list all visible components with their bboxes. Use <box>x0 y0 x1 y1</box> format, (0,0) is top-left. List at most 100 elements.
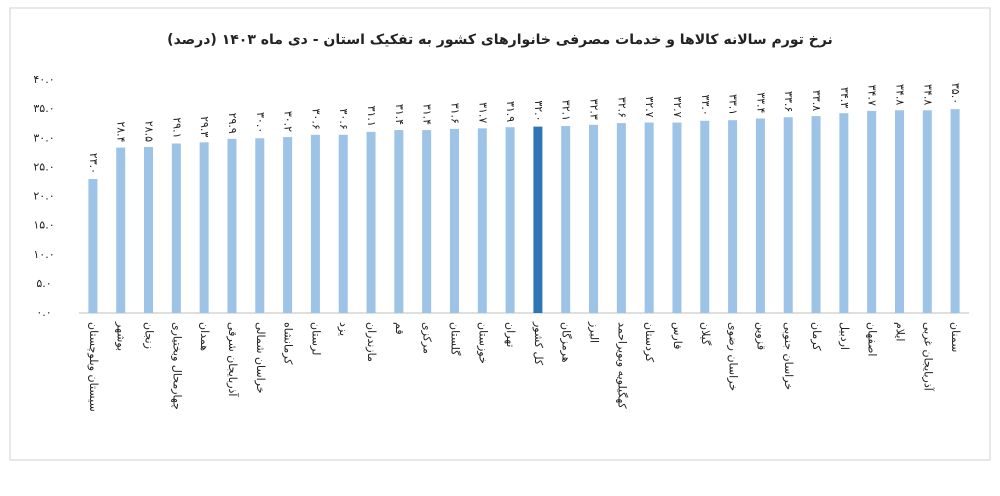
y-tick-label: ۳۵.۰ <box>33 102 54 115</box>
x-tick-label: مازندران <box>365 322 378 362</box>
bar <box>672 122 682 314</box>
value-label: ۲۸.۴ <box>115 121 128 142</box>
x-tick-label: گیلان <box>699 322 712 346</box>
value-label: ۳۲.۰ <box>532 100 545 121</box>
bar <box>616 123 626 313</box>
chart-title: نرخ تورم سالانه کالاها و خدمات مصرفی خان… <box>167 32 833 48</box>
x-tick-label: کردستان <box>643 322 656 363</box>
value-label: ۲۹.۱ <box>170 117 183 138</box>
bar <box>338 134 348 313</box>
y-tick-label: ۲۵.۰ <box>33 160 54 173</box>
bar <box>867 110 877 313</box>
x-tick-label: کرمانشاه <box>282 322 295 365</box>
bar <box>366 131 376 313</box>
value-label: ۳۲.۶ <box>615 97 628 118</box>
value-label: ۳۱.۴ <box>421 104 434 125</box>
y-tick-label: ۵.۰ <box>36 277 51 290</box>
bar <box>144 146 154 313</box>
bar <box>283 137 293 313</box>
x-tick-label: همدان <box>198 322 211 351</box>
y-tick-label: ۳۰.۰ <box>33 131 54 144</box>
value-label: ۳۳.۴ <box>754 92 767 113</box>
x-tick-label: لرستان <box>309 322 322 355</box>
value-label: ۳۰.۶ <box>337 109 350 130</box>
value-label: ۳۴.۸ <box>921 84 934 105</box>
value-label: ۳۴.۳ <box>838 87 851 108</box>
bar <box>922 110 932 313</box>
x-tick-label: آذربایجان شرقی <box>226 322 240 397</box>
value-label: ۳۰.۶ <box>309 109 322 130</box>
y-tick-label: ۱۰.۰ <box>33 248 54 261</box>
value-label: ۳۲.۳ <box>588 99 601 120</box>
x-tick-label: اصفهان <box>866 322 879 356</box>
bar <box>199 142 209 313</box>
value-label: ۳۰.۲ <box>282 111 295 132</box>
value-label: ۳۳.۸ <box>810 90 823 111</box>
bar <box>477 128 487 313</box>
bar <box>561 126 571 313</box>
value-label: ۳۱.۷ <box>476 102 489 123</box>
x-tick-label: مرکزی <box>421 322 434 354</box>
bar <box>894 110 904 313</box>
value-label: ۳۱.۱ <box>365 106 378 127</box>
bar <box>171 143 181 313</box>
bar <box>116 147 126 313</box>
bar <box>811 116 821 314</box>
bar <box>255 138 265 313</box>
x-tick-label: گلستان <box>448 322 461 356</box>
bar <box>394 130 404 313</box>
bar <box>839 113 849 313</box>
value-label: ۳۰.۰ <box>254 112 267 133</box>
x-tick-label: کرمان <box>810 322 823 351</box>
bar <box>700 120 710 314</box>
x-tick-label: البرز <box>588 321 601 343</box>
bar <box>422 130 432 313</box>
x-tick-label: فارس <box>671 322 684 349</box>
bar <box>227 138 237 313</box>
value-label: ۳۳.۱ <box>727 94 740 115</box>
value-label: ۳۳.۶ <box>782 91 795 112</box>
value-label: ۲۸.۵ <box>143 121 156 142</box>
bar <box>88 179 98 313</box>
x-tick-label: یزد <box>337 322 350 336</box>
bar <box>310 134 320 313</box>
x-tick-label: چهارمحال وبختیاری <box>170 322 183 410</box>
x-tick-label: کهگیلویه وبویراحمد <box>615 322 628 409</box>
x-tick-label: قم <box>393 322 406 335</box>
x-tick-label: سمنان <box>949 322 962 352</box>
bar <box>728 120 738 313</box>
bar <box>589 124 599 313</box>
y-tick-label: ۴۰.۰ <box>33 73 54 86</box>
value-label: ۳۲.۷ <box>643 96 656 117</box>
bar <box>755 118 765 313</box>
x-tick-label: سیستان وبلوچستان <box>87 322 100 412</box>
value-label: ۳۲.۱ <box>560 100 573 121</box>
value-label: ۳۴.۷ <box>866 85 879 106</box>
value-label: ۳۲.۷ <box>671 96 684 117</box>
x-tick-label: خراسان جنوبی <box>782 322 795 390</box>
x-tick-label: اردبیل <box>838 322 851 350</box>
x-tick-label: کل کشور <box>532 321 545 366</box>
x-tick-label: ایلام <box>893 322 906 342</box>
value-label: ۳۱.۹ <box>504 101 517 122</box>
bar <box>644 122 654 314</box>
value-label: ۳۱.۴ <box>393 104 406 125</box>
bar <box>533 126 543 313</box>
bar <box>783 117 793 313</box>
value-label: ۲۹.۹ <box>226 113 239 134</box>
x-tick-label: قزوین <box>754 322 767 350</box>
y-tick-label: ۱۵.۰ <box>33 219 54 232</box>
value-label: ۳۴.۸ <box>893 84 906 105</box>
bar <box>449 128 459 313</box>
x-tick-label: زنجان <box>143 322 156 349</box>
value-label: ۳۵.۰ <box>949 83 962 104</box>
bar <box>505 127 515 314</box>
y-tick-label: ۰.۰ <box>36 306 51 319</box>
x-tick-label: آذربایجان غربی <box>921 322 935 392</box>
bar <box>950 109 960 313</box>
value-label: ۲۳.۰ <box>87 153 100 174</box>
value-label: ۳۱.۶ <box>448 103 461 124</box>
x-tick-label: هرمزگان <box>560 322 573 363</box>
